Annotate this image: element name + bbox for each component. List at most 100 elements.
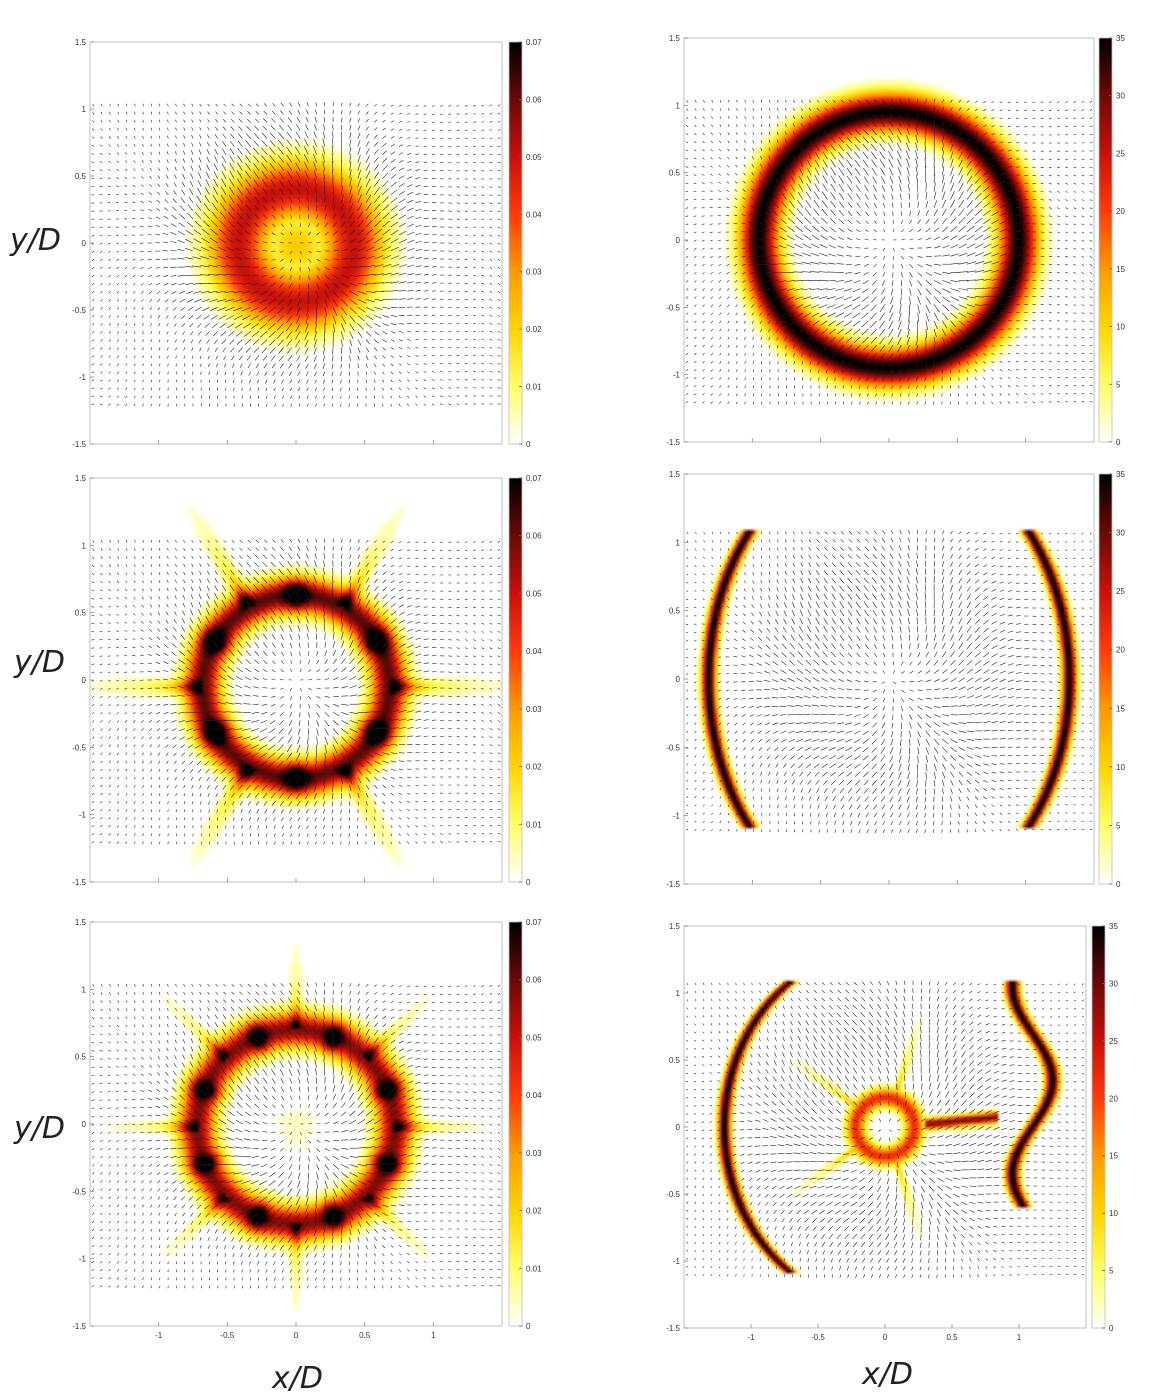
vector-mark (124, 274, 128, 278)
vector-mark (390, 213, 399, 220)
vector-mark (262, 188, 268, 195)
vector-mark (116, 258, 119, 261)
vector-mark (205, 179, 210, 187)
vector-mark (324, 283, 330, 289)
vector-mark (181, 323, 186, 328)
vector-mark (198, 157, 202, 163)
vector-mark (423, 225, 430, 228)
vector-mark (999, 393, 1002, 396)
vector-mark (289, 275, 293, 280)
vector-mark (179, 299, 185, 303)
vector-mark (349, 125, 352, 131)
vector-mark (374, 347, 378, 352)
vector-mark (448, 105, 452, 107)
vector-mark (269, 347, 276, 354)
vector-mark (199, 355, 202, 360)
vector-mark (240, 371, 243, 376)
vector-mark (423, 257, 430, 260)
vector-mark (99, 210, 103, 212)
vector-mark (158, 323, 161, 327)
vector-mark (183, 150, 186, 155)
vector-mark (382, 172, 389, 179)
vector-mark (348, 403, 350, 407)
vector-mark (268, 299, 276, 305)
vector-mark (349, 248, 357, 252)
vector-mark (289, 197, 293, 203)
vector-mark (250, 315, 260, 321)
vector-mark (322, 153, 326, 163)
vector-mark (262, 232, 268, 236)
vector-mark (297, 291, 301, 298)
vector-mark (316, 299, 318, 308)
vector-mark (140, 274, 144, 278)
vector-mark (276, 323, 284, 331)
vector-mark (306, 403, 309, 407)
vector-mark (140, 192, 144, 196)
vector-mark (261, 162, 268, 171)
vector-mark (263, 223, 268, 228)
vector-mark (252, 155, 260, 163)
vector-mark (158, 143, 161, 147)
vector-mark (305, 124, 309, 131)
vector-mark (382, 299, 391, 301)
vector-mark (216, 363, 218, 368)
vector-mark (294, 146, 301, 155)
vector-mark (167, 363, 169, 367)
vector-mark (415, 347, 419, 349)
vector-mark (198, 339, 202, 344)
vector-mark (108, 152, 111, 155)
vector-mark (124, 176, 128, 179)
vector-mark (155, 242, 161, 244)
vector-mark (226, 315, 235, 320)
vector-mark (308, 223, 311, 228)
vector-mark (197, 331, 202, 336)
vector-mark (173, 190, 177, 195)
vector-mark (406, 395, 410, 399)
vector-mark (1032, 401, 1036, 404)
vector-mark (464, 121, 468, 123)
vector-mark (349, 220, 355, 228)
vector-mark (142, 127, 144, 131)
vector-mark (473, 226, 476, 229)
vector-mark (999, 401, 1002, 404)
vector-mark (431, 258, 437, 260)
vector-mark (305, 116, 309, 123)
vector-mark (167, 135, 169, 139)
vector-mark (247, 111, 251, 115)
vector-mark (175, 151, 177, 155)
vector-mark (233, 299, 243, 303)
vector-mark (390, 151, 396, 155)
vector-mark (314, 178, 317, 187)
vector-mark (489, 202, 493, 205)
vector-mark (464, 242, 468, 245)
vector-mark (233, 282, 243, 285)
vector-mark (218, 315, 227, 320)
vector-mark (331, 379, 334, 384)
vector-mark (197, 179, 202, 187)
vector-mark (200, 282, 210, 285)
vector-mark (456, 202, 460, 204)
vector-mark (269, 132, 276, 139)
vector-mark (349, 238, 357, 244)
vector-mark (206, 141, 210, 147)
vector-mark (117, 111, 120, 115)
vector-mark (497, 274, 501, 277)
vector-mark (489, 186, 493, 188)
vector-mark (219, 220, 227, 228)
vector-mark (91, 274, 95, 278)
vector-mark (685, 385, 689, 387)
vector-mark (167, 143, 169, 147)
vector-mark (407, 199, 414, 204)
vector-mark (108, 307, 111, 310)
vector-mark (365, 237, 374, 244)
vector-mark (270, 125, 276, 131)
vector-mark (390, 174, 397, 179)
vector-mark (295, 154, 301, 163)
vector-mark (365, 363, 368, 368)
vector-mark (132, 250, 136, 253)
vector-mark (191, 150, 194, 155)
vector-mark (261, 140, 268, 147)
vector-mark (489, 363, 493, 365)
vector-mark (124, 185, 128, 187)
vector-mark (407, 160, 412, 163)
